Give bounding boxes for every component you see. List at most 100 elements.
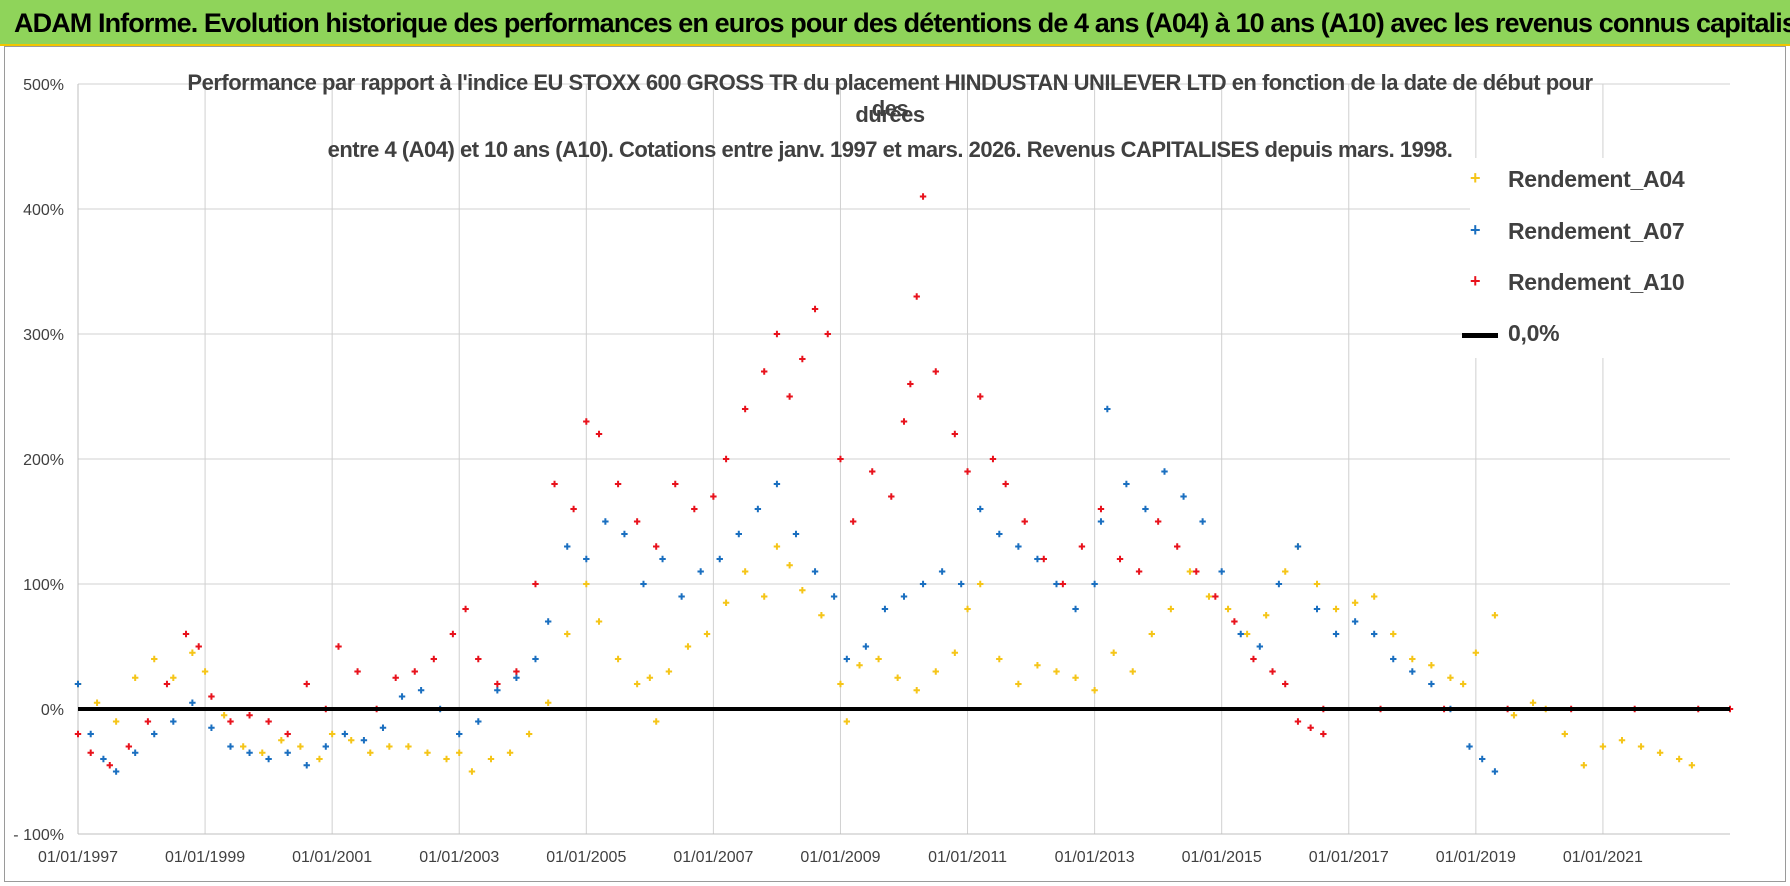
- point-rendement_a07: [170, 718, 177, 725]
- legend-label-a07: Rendement_A07: [1508, 218, 1685, 244]
- point-rendement_a04: [614, 655, 622, 663]
- x-tick-label: 01/01/2017: [1309, 849, 1389, 866]
- point-rendement_a07: [208, 724, 215, 731]
- point-rendement_a04: [913, 687, 920, 694]
- x-tick-label: 01/01/2013: [1055, 849, 1135, 866]
- point-rendement_a04: [201, 668, 209, 675]
- point-rendement_a04: [1053, 668, 1060, 675]
- point-rendement_a10: [773, 330, 781, 338]
- point-rendement_a10: [494, 680, 501, 688]
- point-rendement_a10: [932, 368, 939, 375]
- point-rendement_a04: [1580, 762, 1588, 769]
- x-tick-label: 01/01/2001: [292, 849, 372, 866]
- point-rendement_a07: [1015, 543, 1022, 550]
- point-rendement_a10: [1097, 505, 1105, 513]
- point-rendement_a04: [583, 580, 590, 588]
- x-tick-label: 01/01/2021: [1563, 849, 1643, 866]
- point-rendement_a07: [1072, 605, 1079, 613]
- point-rendement_a10: [824, 330, 831, 338]
- x-tick-label: 01/01/2007: [673, 849, 753, 866]
- point-rendement_a10: [1135, 568, 1143, 575]
- point-rendement_a07: [900, 593, 908, 600]
- point-rendement_a10: [741, 405, 749, 413]
- point-rendement_a04: [151, 655, 158, 663]
- point-rendement_a04: [189, 649, 196, 656]
- point-rendement_a04: [1491, 612, 1499, 619]
- point-rendement_a07: [475, 718, 482, 725]
- point-rendement_a04: [722, 599, 730, 606]
- point-rendement_a07: [112, 768, 120, 775]
- point-rendement_a10: [570, 505, 577, 513]
- point-rendement_a10: [653, 543, 660, 550]
- point-rendement_a10: [1116, 555, 1124, 563]
- point-rendement_a07: [678, 593, 685, 600]
- point-rendement_a10: [335, 643, 342, 650]
- point-rendement_a04: [1148, 630, 1155, 638]
- point-rendement_a04: [977, 580, 984, 588]
- point-rendement_a10: [475, 655, 482, 663]
- point-rendement_a07: [1180, 493, 1187, 500]
- point-rendement_a10: [786, 393, 793, 400]
- legend-marker-a10: +: [1470, 271, 1481, 291]
- point-rendement_a07: [189, 699, 196, 706]
- point-rendement_a04: [761, 593, 768, 600]
- point-rendement_a07: [1142, 505, 1149, 513]
- point-rendement_a04: [1110, 649, 1117, 656]
- point-rendement_a10: [1174, 543, 1181, 550]
- point-rendement_a10: [106, 762, 113, 769]
- point-rendement_a07: [1409, 668, 1416, 675]
- point-rendement_a04: [1091, 687, 1098, 694]
- y-tick-label: 300%: [23, 327, 64, 344]
- point-rendement_a04: [259, 749, 266, 756]
- point-rendement_a07: [379, 724, 387, 731]
- point-rendement_a10: [869, 468, 876, 475]
- point-rendement_a10: [303, 680, 310, 688]
- point-rendement_a07: [1053, 580, 1060, 588]
- point-rendement_a07: [1428, 680, 1435, 688]
- point-rendement_a07: [360, 737, 368, 744]
- point-rendement_a04: [665, 668, 673, 675]
- point-rendement_a04: [653, 718, 660, 725]
- x-tick-label: 01/01/2003: [419, 849, 499, 866]
- point-rendement_a04: [741, 568, 749, 575]
- point-rendement_a04: [544, 699, 552, 706]
- point-rendement_a10: [1231, 618, 1238, 625]
- point-rendement_a10: [87, 749, 94, 756]
- point-rendement_a04: [468, 768, 476, 775]
- x-tick-label: 01/01/2015: [1182, 849, 1262, 866]
- point-rendement_a10: [144, 718, 152, 725]
- point-rendement_a07: [1104, 405, 1111, 413]
- point-rendement_a10: [951, 430, 959, 438]
- legend-marker-a07: +: [1470, 220, 1481, 240]
- chart-legend: + Rendement_A04 + Rendement_A07 + Rendem…: [1462, 158, 1730, 358]
- point-rendement_a07: [100, 755, 107, 763]
- point-rendement_a10: [74, 730, 82, 738]
- point-rendement_a04: [525, 730, 533, 738]
- point-rendement_a04: [1015, 680, 1022, 688]
- point-rendement_a10: [964, 468, 971, 475]
- point-rendement_a04: [1459, 680, 1467, 688]
- point-rendement_a04: [1351, 599, 1359, 606]
- point-rendement_a04: [1637, 743, 1645, 750]
- point-rendement_a04: [1599, 743, 1607, 750]
- point-rendement_a04: [1561, 730, 1568, 738]
- point-rendement_a04: [297, 743, 304, 750]
- point-rendement_a04: [894, 674, 901, 681]
- point-rendement_a04: [1262, 612, 1270, 619]
- point-rendement_a10: [1040, 555, 1047, 563]
- point-rendement_a10: [672, 480, 679, 488]
- point-rendement_a10: [182, 630, 190, 638]
- point-rendement_a04: [1205, 593, 1213, 600]
- point-rendement_a10: [691, 505, 698, 513]
- point-rendement_a04: [1675, 755, 1683, 763]
- point-rendement_a07: [830, 593, 838, 600]
- point-rendement_a07: [456, 730, 463, 738]
- point-rendement_a07: [1390, 655, 1397, 663]
- point-rendement_a07: [862, 643, 870, 650]
- point-rendement_a07: [1275, 580, 1283, 588]
- point-rendement_a10: [1078, 543, 1086, 550]
- point-rendement_a07: [659, 555, 666, 563]
- point-rendement_a10: [913, 293, 920, 300]
- legend-label-zero: 0,0%: [1508, 320, 1560, 346]
- x-tick-label: 01/01/2019: [1436, 849, 1516, 866]
